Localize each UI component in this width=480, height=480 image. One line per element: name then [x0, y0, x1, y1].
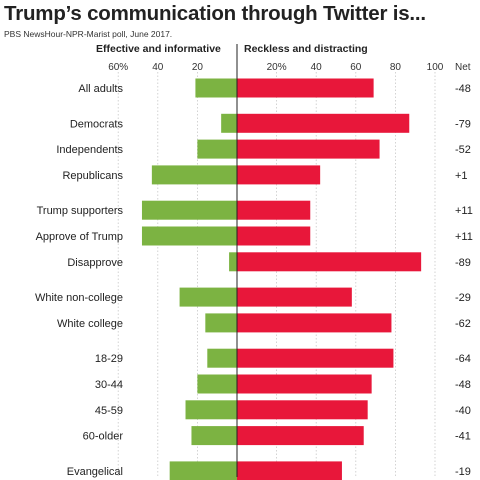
bar-reckless: [237, 374, 372, 394]
bar-reckless: [237, 226, 311, 246]
net-value: -52: [455, 144, 471, 156]
tick-label-right: 20%: [267, 62, 287, 73]
left-side-label: Effective and informative: [96, 43, 221, 55]
net-value: -19: [455, 466, 471, 478]
category-label: 30-44: [95, 379, 123, 391]
net-value: -41: [455, 431, 471, 443]
bar-effective: [207, 348, 237, 368]
bar-reckless: [237, 348, 394, 368]
bar-effective: [205, 313, 237, 333]
tick-label-right: 100: [427, 62, 444, 73]
bar-effective: [197, 374, 237, 394]
net-value: -64: [455, 353, 471, 365]
tick-label-left: 20: [192, 62, 204, 73]
net-value: -79: [455, 118, 471, 130]
category-label: All adults: [78, 83, 123, 95]
category-label: Trump supporters: [37, 205, 124, 217]
category-label: 60-older: [83, 431, 124, 443]
bar-effective: [221, 113, 237, 133]
tick-label-right: 80: [390, 62, 402, 73]
category-label: Disapprove: [67, 257, 123, 269]
bar-reckless: [237, 252, 422, 272]
category-label: Approve of Trump: [36, 231, 123, 243]
tick-label-right: 60: [350, 62, 362, 73]
chart-subtitle: PBS NewsHour-NPR-Marist poll, June 2017.: [4, 29, 173, 39]
bar-effective: [185, 400, 237, 420]
category-label: 45-59: [95, 405, 123, 417]
bar-reckless: [237, 461, 342, 480]
bar-effective: [141, 200, 237, 220]
bar-reckless: [237, 200, 311, 220]
tick-label-left: 60%: [108, 62, 128, 73]
net-column-header: Net: [455, 62, 471, 73]
category-label: Independents: [56, 144, 123, 156]
bar-reckless: [237, 400, 368, 420]
net-value: -89: [455, 257, 471, 269]
bar-reckless: [237, 287, 352, 307]
category-label: Democrats: [70, 118, 124, 130]
net-value: +11: [455, 231, 473, 243]
bar-reckless: [237, 78, 374, 98]
bar-reckless: [237, 313, 392, 333]
bar-effective: [179, 287, 237, 307]
net-value: -62: [455, 318, 471, 330]
net-value: -29: [455, 292, 471, 304]
bar-reckless: [237, 113, 410, 133]
bar-effective: [229, 252, 237, 272]
right-side-label: Reckless and distracting: [244, 43, 368, 55]
bar-effective: [191, 426, 237, 446]
tick-label-left: 40: [152, 62, 164, 73]
bar-effective: [197, 139, 237, 159]
chart-title: Trump’s communication through Twitter is…: [4, 2, 426, 25]
bar-reckless: [237, 139, 380, 159]
bar-reckless: [237, 426, 364, 446]
bar-reckless: [237, 165, 321, 185]
category-label: White college: [57, 318, 123, 330]
category-label: Evangelical: [67, 466, 123, 478]
bar-effective: [169, 461, 237, 480]
bar-effective: [195, 78, 237, 98]
category-label: 18-29: [95, 353, 123, 365]
bar-effective: [151, 165, 237, 185]
net-value: -40: [455, 405, 471, 417]
tick-label-right: 40: [311, 62, 323, 73]
net-value: -48: [455, 379, 471, 391]
category-label: White non-college: [35, 292, 123, 304]
net-value: +1: [455, 170, 468, 182]
net-value: -48: [455, 83, 471, 95]
category-label: Republicans: [62, 170, 123, 182]
net-value: +11: [455, 205, 473, 217]
bar-effective: [141, 226, 237, 246]
